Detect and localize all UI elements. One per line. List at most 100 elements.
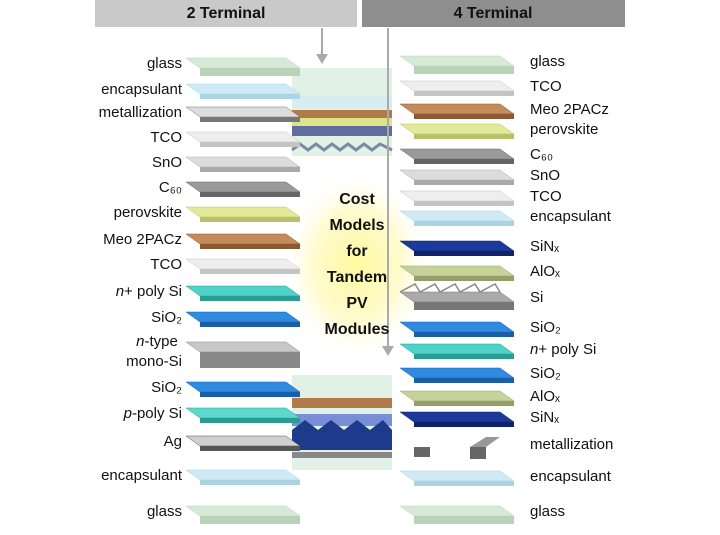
layer-label: SiNₓ [530, 238, 559, 255]
layer-edge [414, 114, 514, 119]
layer-label: encapsulant [101, 81, 183, 98]
layer-label: C₆₀ [530, 146, 553, 163]
layer-edge [200, 142, 300, 147]
layer-top [185, 83, 301, 95]
layer-label: SiO₂ [151, 379, 182, 396]
layer-edge [200, 352, 300, 368]
layer-edge [200, 322, 300, 327]
layers: glass encapsulant metallization TCO SnO C₆₀ pe… [99, 53, 613, 524]
layer-top [399, 343, 515, 355]
stack-layer [292, 96, 392, 108]
layer-top [399, 390, 515, 402]
layer-top [185, 285, 301, 297]
layer-label: n+ poly Si [116, 283, 182, 300]
layer-edge [200, 446, 300, 451]
layer-edge [414, 180, 514, 185]
layer-label: glass [530, 503, 565, 520]
layer-label: SnO [530, 167, 560, 184]
layer-edge [200, 296, 300, 301]
layer-top [399, 240, 515, 252]
arrowhead [382, 346, 394, 356]
layer-top [185, 469, 301, 481]
layer-label: Si [530, 289, 543, 306]
layer-edge [414, 354, 514, 359]
layer-top [399, 190, 515, 202]
center-title: Models [329, 217, 384, 234]
layer-top [185, 206, 301, 218]
layer-label: SiNₓ [530, 409, 559, 426]
layer-edge [414, 66, 514, 74]
layer-edge [414, 302, 514, 310]
stacks [291, 68, 393, 470]
header-left: 2 Terminal [187, 5, 266, 22]
layer-label: metallization [530, 436, 613, 453]
layer-label: Ag [164, 433, 182, 450]
layer-edge [414, 221, 514, 226]
layer-top [399, 367, 515, 379]
layer-top [399, 411, 515, 423]
metal-bar [470, 447, 486, 459]
layer-label: p-poly Si [123, 405, 182, 422]
layer-edge [200, 167, 300, 172]
layer-edge [414, 332, 514, 337]
layer-label: TCO [150, 256, 182, 273]
arrowhead [316, 54, 328, 64]
layer-label: encapsulant [101, 467, 183, 484]
layer-top [399, 505, 515, 517]
layer-edge [414, 159, 514, 164]
layer-label: perovskite [530, 121, 598, 138]
layer-top [399, 291, 515, 303]
layer-edge [414, 201, 514, 206]
layer-edge [414, 134, 514, 139]
layer-label: SnO [152, 154, 182, 171]
layer-top [399, 169, 515, 181]
layer-label: AlOₓ [530, 388, 560, 405]
layer-top [399, 321, 515, 333]
stack-texture [291, 142, 393, 152]
layer-top [185, 381, 301, 393]
layer-label: encapsulant [530, 208, 612, 225]
layer-edge [414, 378, 514, 383]
layer-top [185, 233, 301, 245]
layer-label: glass [530, 53, 565, 70]
layer-top [185, 505, 301, 517]
layer-label: perovskite [114, 204, 182, 221]
layer-top [185, 181, 301, 193]
layer-top [185, 106, 301, 118]
layer-edge [200, 244, 300, 249]
layer-texture [399, 283, 501, 293]
layer-edge [200, 117, 300, 122]
layer-label: TCO [150, 129, 182, 146]
layer-top [399, 265, 515, 277]
metal-bar [414, 447, 430, 457]
layer-top [399, 123, 515, 135]
layer-edge [414, 401, 514, 406]
layer-label: SiO₂ [530, 319, 561, 336]
layer-edge [200, 192, 300, 197]
layer-top [185, 311, 301, 323]
layer-top [185, 407, 301, 419]
layer-label: glass [147, 55, 182, 72]
stack-layer [292, 110, 392, 118]
layer-top [185, 57, 301, 69]
stack-layer [292, 452, 392, 458]
stack-layer [292, 118, 392, 126]
layer-label: glass [147, 503, 182, 520]
center-title: for [346, 243, 367, 260]
layer-top [399, 470, 515, 482]
metal-bar [470, 437, 500, 447]
layer-top [399, 210, 515, 222]
layer-top [399, 80, 515, 92]
layer-label: Meo 2PACz [530, 101, 609, 118]
layer-label: AlOₓ [530, 263, 560, 280]
layer-top [185, 341, 301, 353]
center-title: Tandem [327, 269, 387, 286]
layer-label: encapsulant [530, 468, 612, 485]
layer-edge [200, 269, 300, 274]
layer-label: SiO₂ [530, 365, 561, 382]
layer-edge [200, 418, 300, 423]
layer-label: C₆₀ [159, 179, 182, 196]
layer-edge [200, 217, 300, 222]
layer-top [399, 103, 515, 115]
